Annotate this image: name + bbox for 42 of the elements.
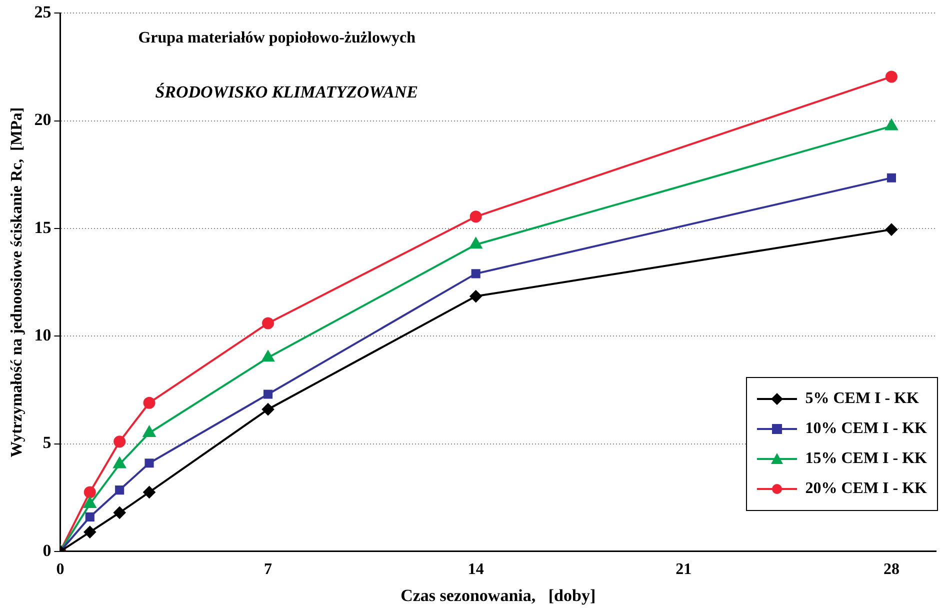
y-tick-label: 10: [34, 326, 52, 345]
point: [470, 238, 482, 249]
point: [115, 486, 124, 495]
point: [263, 390, 273, 399]
annotation: Grupa materiałów popiołowo-żużlowych: [138, 29, 416, 46]
point: [471, 269, 480, 278]
legend-label: 20% CEM I - KK: [805, 480, 927, 498]
y-tick-label: 0: [42, 540, 52, 560]
x-axis-title: Czas sezonowania, [doby]: [400, 586, 596, 606]
point: [143, 486, 156, 498]
point: [84, 526, 96, 538]
point: [885, 224, 898, 236]
point: [84, 497, 96, 508]
point: [885, 119, 898, 130]
point: [470, 210, 482, 223]
x-tick-label: 21: [676, 561, 692, 578]
y-axis-title: Wytrzymałość na jednoosiowe ściskanie Rc, [MPa]: [8, 107, 26, 458]
point: [262, 350, 274, 362]
legend-label: 10% CEM I - KK: [805, 420, 927, 438]
point: [470, 290, 482, 302]
annotation: ŚRODOWISKO KLIMATYZOWANE: [155, 82, 418, 102]
point: [84, 486, 96, 498]
point: [144, 458, 154, 468]
y-tick-label: 5: [42, 433, 52, 452]
point: [262, 403, 274, 416]
legend-label: 5% CEM I - KK: [805, 390, 919, 408]
x-tick-label: 14: [468, 561, 484, 578]
point: [113, 457, 126, 468]
point: [114, 506, 126, 519]
point: [143, 396, 156, 409]
y-tick-label: 25: [34, 2, 52, 22]
point: [262, 317, 274, 330]
point: [885, 70, 898, 83]
point: [886, 173, 896, 182]
x-tick-label: 0: [56, 561, 64, 578]
x-tick-label: 7: [264, 561, 272, 578]
x-tick-label: 28: [883, 561, 900, 578]
y-tick-label: 20: [34, 110, 52, 130]
y-tick-label: 15: [34, 218, 52, 237]
point: [114, 436, 126, 448]
legend-label: 15% CEM I - KK: [805, 450, 927, 468]
point: [85, 512, 94, 522]
